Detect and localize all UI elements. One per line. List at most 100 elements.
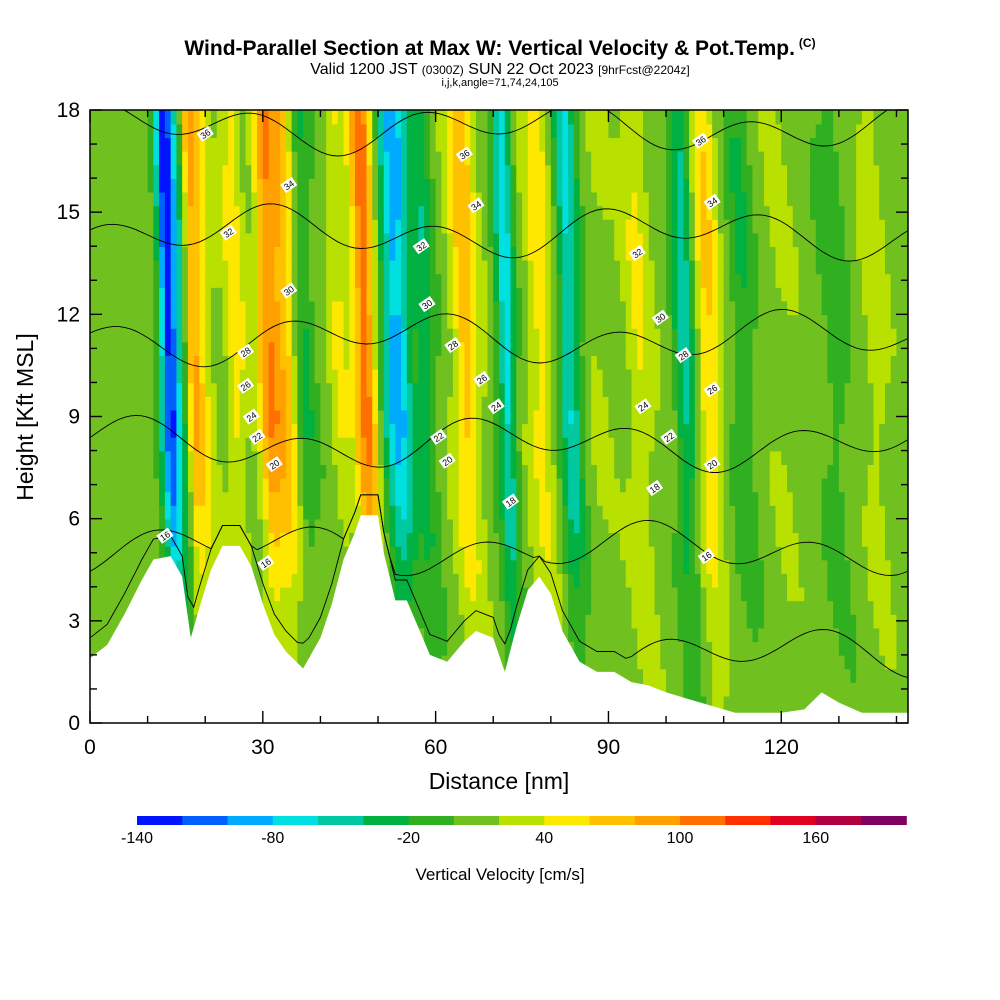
w-cell [614,409,621,425]
w-cell [159,273,166,288]
w-cell [118,491,126,506]
w-cell [331,477,339,493]
w-cell [164,164,172,179]
w-cell [608,614,616,629]
w-cell [441,423,448,438]
w-cell [418,545,425,561]
w-cell [683,505,690,520]
w-cell [205,532,212,547]
w-cell [401,164,408,179]
w-cell [257,505,264,520]
w-cell [193,477,201,493]
w-cell [493,327,500,343]
w-cell [723,246,731,261]
w-cell [406,314,414,329]
w-cell [291,545,299,561]
w-cell [648,287,656,302]
w-cell [625,246,633,261]
w-cell [683,668,690,683]
w-cell [527,232,535,248]
w-cell [666,396,673,411]
w-cell [297,368,304,384]
w-cell [441,368,448,384]
w-cell [130,314,137,329]
w-cell [516,600,523,615]
w-cell [349,409,356,425]
w-cell [228,205,235,220]
w-cell [234,532,241,547]
w-cell [596,287,604,302]
w-cell [90,518,97,534]
w-cell [349,477,356,493]
w-cell [354,110,362,125]
w-cell [412,491,420,506]
w-cell [539,505,546,520]
w-cell [723,450,731,465]
w-cell [579,273,587,288]
w-cell [573,573,581,588]
w-cell [602,382,610,397]
w-cell [533,382,541,397]
w-cell [285,477,293,493]
w-cell [614,110,621,125]
w-cell [147,477,155,493]
w-cell [700,110,708,125]
w-cell [216,396,224,411]
w-cell [619,178,627,193]
w-cell [573,559,581,574]
w-cell [579,150,587,166]
w-cell [291,477,299,493]
w-cell [349,327,356,343]
w-cell [280,450,287,465]
w-cell [717,382,725,397]
w-cell [395,559,402,574]
w-cell [383,477,391,493]
w-cell [90,573,97,588]
w-cell [723,409,731,425]
w-cell [395,423,402,438]
w-cell [187,396,195,411]
w-cell [573,423,581,438]
w-cell [556,259,564,275]
w-cell [193,137,201,152]
w-cell [499,409,506,425]
w-cell [424,545,431,561]
w-cell [320,341,327,356]
w-cell [308,423,316,438]
w-cell [481,409,489,425]
w-cell [95,423,103,438]
w-cell [343,368,351,384]
w-cell [199,150,207,166]
w-cell [141,327,149,343]
w-cell [141,341,149,356]
w-cell [429,409,437,425]
w-cell [470,559,477,574]
w-cell [545,518,552,534]
w-cell [631,355,639,370]
w-cell [124,532,132,547]
w-cell [228,287,235,302]
w-cell [677,300,685,316]
w-cell [723,205,731,220]
w-cell [447,477,454,493]
w-cell [424,150,431,166]
w-cell [130,341,137,356]
w-cell [499,368,506,384]
w-cell [464,110,471,125]
w-cell [176,355,183,370]
w-cell [360,423,368,438]
w-cell [481,259,489,275]
w-cell [193,586,201,602]
w-cell [619,300,627,316]
w-cell [268,110,276,125]
w-cell [522,327,529,343]
w-cell [689,668,696,683]
w-cell [182,300,189,316]
w-cell [320,518,327,534]
w-cell [159,436,166,452]
w-cell [539,545,546,561]
w-cell [199,477,207,493]
w-cell [349,436,356,452]
w-cell [631,368,639,384]
w-cell [308,300,316,316]
